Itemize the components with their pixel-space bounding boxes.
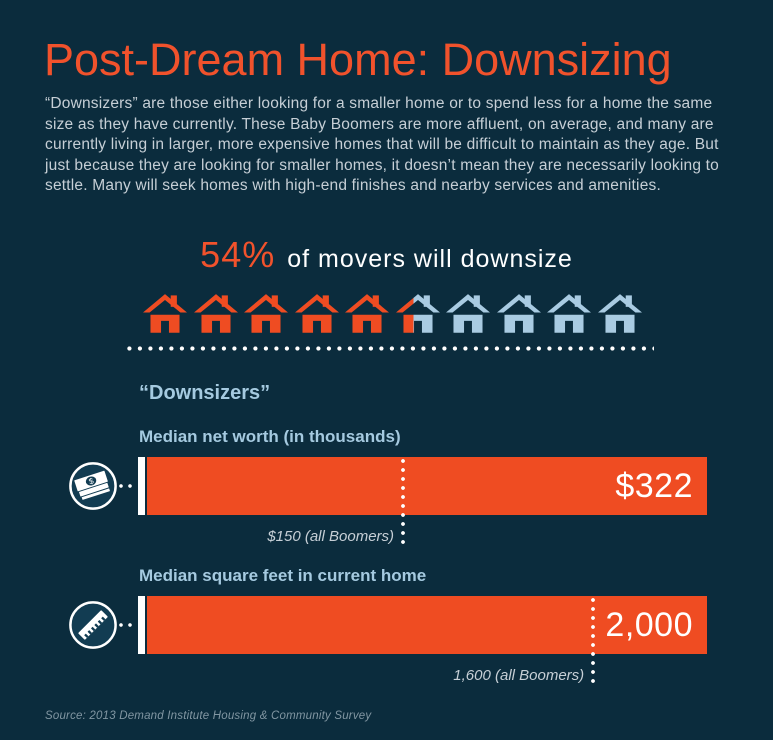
connector-dots: [119, 484, 135, 488]
benchmark-line: [591, 598, 596, 684]
square-feet-label: Median square feet in current home: [139, 566, 427, 585]
square-feet-value: 2,000: [605, 606, 693, 644]
bar-zero-marker: [138, 457, 145, 515]
house-icon: [446, 294, 490, 333]
net-worth-bar: $322: [146, 457, 707, 515]
net-worth-bar-track: $322 $150 (all Boomers): [138, 457, 707, 545]
house-icon: [597, 294, 642, 333]
square-feet-bar: 2,000: [146, 596, 707, 654]
square-feet-bar-row: 2,000 1,600 (all Boomers): [0, 596, 773, 684]
section-heading: “Downsizers”: [139, 382, 271, 404]
square-feet-chart: Median square feet in current home 2,: [0, 566, 773, 706]
house-icon: [496, 294, 541, 333]
bar-zero-marker: [138, 596, 145, 654]
house-icon: [193, 294, 238, 333]
house-icon: [294, 294, 339, 333]
house-icon: [395, 294, 440, 333]
benchmark-label: $150 (all Boomers): [267, 528, 395, 545]
net-worth-bar-row: $ $322 $150 (all Boomers): [0, 457, 773, 545]
connector-dots: [119, 623, 135, 627]
stat-percentage: 54%: [200, 234, 276, 275]
net-worth-label: Median net worth (in thousands): [139, 427, 401, 446]
house-pictograph: [143, 293, 642, 333]
house-icon: [345, 294, 389, 333]
house-icon: [143, 294, 187, 333]
dotted-separator: [127, 346, 654, 351]
benchmark-line: [401, 459, 406, 545]
ruler-icon: [68, 600, 118, 650]
house-icon: [547, 294, 591, 333]
svg-text:$: $: [88, 476, 96, 486]
net-worth-chart: Median net worth (in thousands) $ $322 $: [0, 427, 773, 567]
source-note: Source: 2013 Demand Institute Housing & …: [45, 710, 372, 722]
net-worth-value: $322: [615, 467, 693, 505]
square-feet-bar-track: 2,000 1,600 (all Boomers): [138, 596, 707, 684]
stat-description: of movers will downsize: [287, 245, 573, 273]
stat-headline: 54% of movers will downsize: [0, 234, 773, 276]
page-title: Post-Dream Home: Downsizing: [44, 34, 672, 85]
intro-paragraph: “Downsizers” are those either looking fo…: [45, 95, 719, 195]
house-icon: [244, 294, 288, 333]
benchmark-label: 1,600 (all Boomers): [453, 667, 585, 684]
money-icon: $: [68, 461, 118, 511]
